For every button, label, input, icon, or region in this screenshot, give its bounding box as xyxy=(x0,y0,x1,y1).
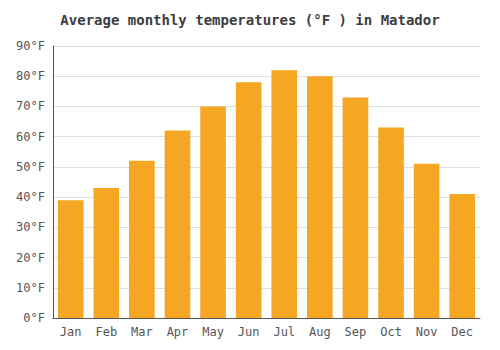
svg-text:Jun: Jun xyxy=(238,325,260,339)
svg-text:70°F: 70°F xyxy=(16,99,45,113)
svg-text:Feb: Feb xyxy=(95,325,117,339)
svg-text:May: May xyxy=(202,325,224,339)
svg-text:40°F: 40°F xyxy=(16,190,45,204)
svg-text:60°F: 60°F xyxy=(16,130,45,144)
svg-text:Sep: Sep xyxy=(345,325,367,339)
svg-text:Dec: Dec xyxy=(451,325,473,339)
svg-text:Aug: Aug xyxy=(309,325,331,339)
svg-text:30°F: 30°F xyxy=(16,220,45,234)
svg-text:80°F: 80°F xyxy=(16,69,45,83)
svg-text:Jan: Jan xyxy=(60,325,82,339)
svg-text:0°F: 0°F xyxy=(23,311,45,325)
svg-text:Apr: Apr xyxy=(167,325,189,339)
svg-text:20°F: 20°F xyxy=(16,251,45,265)
svg-text:50°F: 50°F xyxy=(16,160,45,174)
svg-text:Average monthly temperatures (: Average monthly temperatures (°F ) in Ma… xyxy=(60,12,439,28)
svg-text:10°F: 10°F xyxy=(16,281,45,295)
svg-text:Mar: Mar xyxy=(131,325,153,339)
svg-text:Jul: Jul xyxy=(273,325,295,339)
svg-text:90°F: 90°F xyxy=(16,39,45,53)
svg-text:Nov: Nov xyxy=(416,325,438,339)
svg-text:Oct: Oct xyxy=(380,325,402,339)
